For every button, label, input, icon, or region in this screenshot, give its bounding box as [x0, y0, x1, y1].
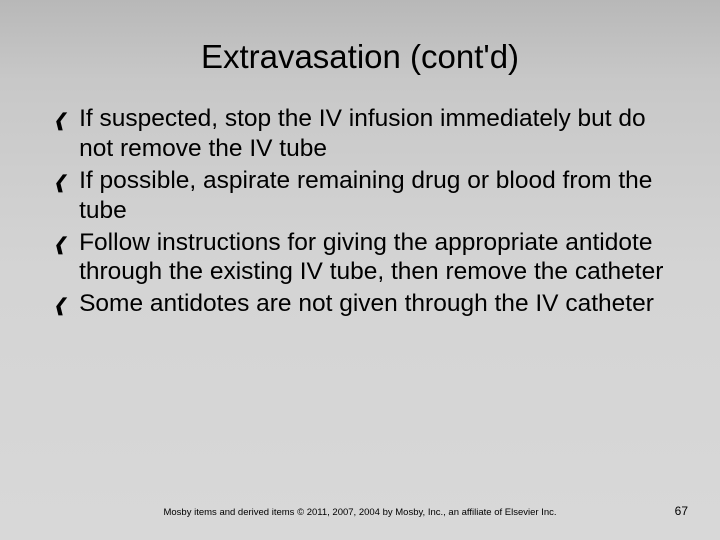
list-item: ❰ If suspected, stop the IV infusion imm… — [52, 104, 670, 164]
bullet-text: Follow instructions for giving the appro… — [79, 228, 670, 288]
bullet-glyph: ❰ — [52, 295, 65, 316]
bullet-text: If possible, aspirate remaining drug or … — [79, 166, 670, 226]
bullet-glyph: ❰ — [52, 110, 65, 131]
bullet-text: Some antidotes are not given through the… — [79, 289, 654, 319]
footer-copyright: Mosby items and derived items © 2011, 20… — [0, 507, 720, 518]
page-number: 67 — [675, 504, 688, 518]
slide-title: Extravasation (cont'd) — [0, 0, 720, 104]
bullet-text: If suspected, stop the IV infusion immed… — [79, 104, 670, 164]
list-item: ❰ Follow instructions for giving the app… — [52, 228, 670, 288]
list-item: ❰ If possible, aspirate remaining drug o… — [52, 166, 670, 226]
bullet-glyph: ❰ — [52, 234, 65, 255]
content-area: ❰ If suspected, stop the IV infusion imm… — [0, 104, 720, 319]
bullet-glyph: ❰ — [52, 172, 65, 193]
list-item: ❰ Some antidotes are not given through t… — [52, 289, 670, 319]
